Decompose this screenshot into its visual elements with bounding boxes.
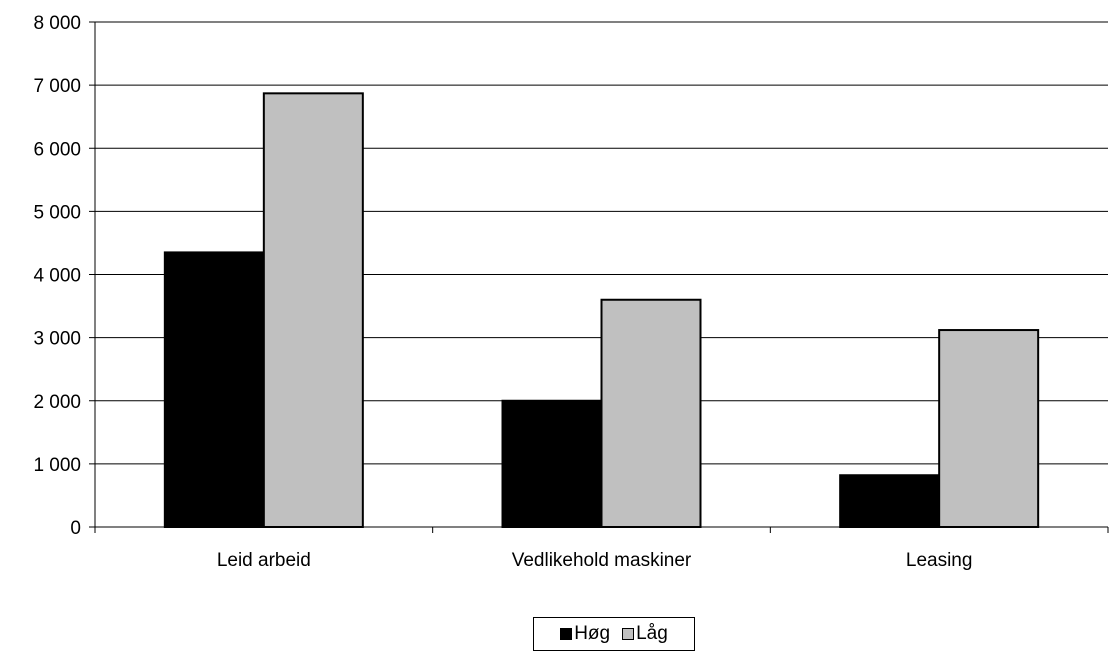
bar-series-2 [600,298,702,528]
bar-series-1 [501,399,603,528]
bars [163,92,1040,529]
bar-series-1 [839,474,941,528]
bar-series-1 [163,251,265,528]
x-category-label: Leid arbeid [217,550,311,571]
x-category-label: Leasing [906,550,973,571]
y-tick-label: 8 000 [33,13,81,34]
y-tick-label: 6 000 [33,139,81,160]
legend: Høg Låg [533,617,695,651]
y-axis-ticks: 0 1 000 2 000 3 000 4 000 5 000 6 000 7 000 8 00… [33,13,95,539]
x-axis-labels: Leid arbeid Vedlikehold maskiner Leasing [217,550,973,571]
y-tick-label: 2 000 [33,392,81,413]
y-tick-label: 4 000 [33,266,81,287]
y-tick-label: 0 [70,518,81,539]
legend-swatch-series-2 [622,628,635,640]
legend-label-series-1: Høg [574,623,611,644]
x-category-label: Vedlikehold maskiner [512,550,692,571]
legend-item-series-1: Høg [560,623,610,645]
y-tick-label: 5 000 [33,202,81,223]
y-tick-label: 1 000 [33,455,81,476]
y-tick-label: 3 000 [33,329,81,350]
legend-swatch-series-1 [560,628,573,640]
bar-series-2 [262,92,364,529]
legend-label-series-2: Låg [636,623,668,644]
legend-item-series-2: Låg [622,623,668,645]
y-tick-label: 7 000 [33,76,81,97]
bar-series-2 [938,329,1040,528]
